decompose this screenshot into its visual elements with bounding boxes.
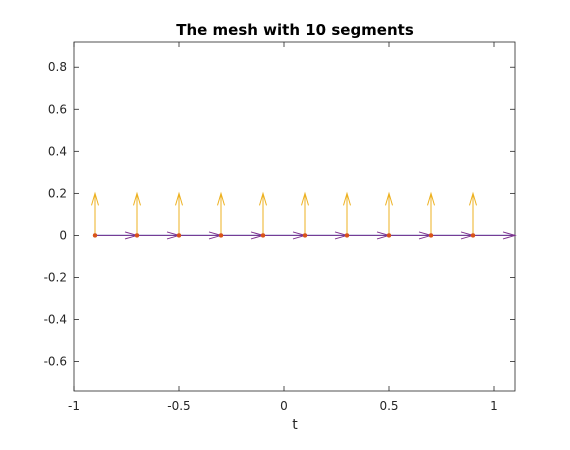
- mesh-point: [92, 233, 98, 238]
- tangent-arrow-head: [502, 231, 517, 240]
- normal-arrow-head: [91, 191, 99, 206]
- x-tick-label: -1: [68, 399, 80, 413]
- mesh-point: [260, 233, 266, 238]
- mesh-point: [218, 233, 224, 238]
- normal-arrow-head: [427, 191, 435, 206]
- x-tick-label: -0.5: [167, 399, 190, 413]
- y-tick-label: -0.2: [44, 270, 67, 284]
- mesh-point: [470, 233, 476, 238]
- y-tick-label: 0.4: [48, 144, 67, 158]
- y-tick-label: 0.6: [48, 102, 67, 116]
- normal-arrow-head: [469, 191, 477, 206]
- mesh-point: [344, 233, 350, 238]
- y-tick-label: 0.8: [48, 60, 67, 74]
- normal-arrow-head: [385, 191, 393, 206]
- plot-area: -1 -0.5 0 0.5 1 -0.6 -0.4 -0.2 0 0.2 0.4 0.6 0.8: [44, 41, 517, 413]
- x-axis-label: t: [292, 417, 298, 433]
- mesh-point: [176, 233, 182, 238]
- chart-title: The mesh with 10 segments: [176, 21, 414, 39]
- mesh-point: [386, 233, 392, 238]
- normal-arrow-head: [301, 191, 309, 206]
- x-tick-label: 0.5: [379, 399, 398, 413]
- normal-arrow-head: [175, 191, 183, 206]
- x-tick-label: 1: [490, 399, 498, 413]
- y-tick-label: -0.6: [44, 355, 67, 369]
- y-tick-label: 0: [59, 228, 67, 242]
- normal-arrow-head: [133, 191, 141, 206]
- normal-arrow-head: [343, 191, 351, 206]
- normal-arrow-head: [259, 191, 267, 206]
- mesh-point: [428, 233, 434, 238]
- x-tick-label: 0: [280, 399, 288, 413]
- y-tick-label: 0.2: [48, 186, 67, 200]
- axes-box: [73, 41, 516, 392]
- mesh-point: [134, 233, 140, 238]
- mesh-point: [302, 233, 308, 238]
- normal-arrow-head: [217, 191, 225, 206]
- y-tick-label: -0.4: [44, 313, 67, 327]
